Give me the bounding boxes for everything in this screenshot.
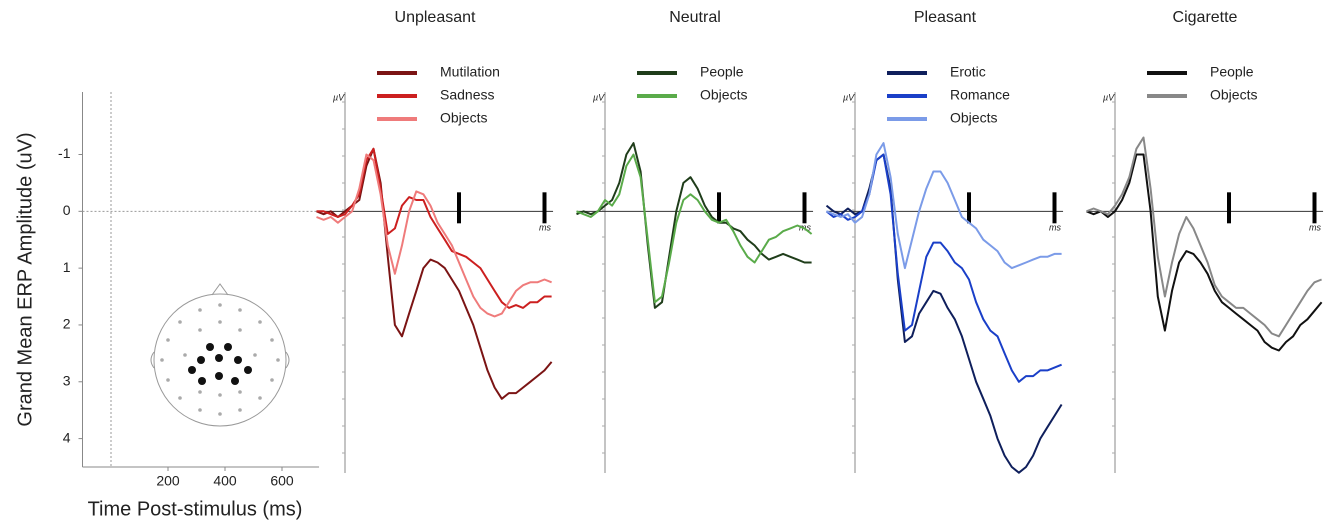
head-map <box>151 284 289 426</box>
erp-line <box>317 149 552 308</box>
legend-label: Mutilation <box>440 64 500 80</box>
erp-line <box>577 143 812 308</box>
y-unit: µV <box>333 92 345 102</box>
y-axis-title: Grand Mean ERP Amplitude (uV) <box>14 132 36 426</box>
legend-label: Objects <box>440 110 487 126</box>
erp-line <box>827 143 1062 268</box>
legend-label: Objects <box>700 87 747 103</box>
x-unit: ms <box>539 223 551 233</box>
legend-label: Sadness <box>440 87 494 103</box>
panel-title: Unpleasant <box>395 9 477 26</box>
x-tick-label: 400 <box>213 473 237 489</box>
y-unit: µV <box>843 92 855 102</box>
y-tick-label: 3 <box>63 372 71 388</box>
x-tick-label: 600 <box>270 473 294 489</box>
x-tick-label: 200 <box>156 473 180 489</box>
legend-label: Romance <box>950 87 1010 103</box>
erp-line <box>1087 138 1322 337</box>
x-axis-title: Time Post-stimulus (ms) <box>88 498 303 520</box>
legend-label: Objects <box>950 110 997 126</box>
x-unit: ms <box>1309 223 1321 233</box>
legend-label: Objects <box>1210 87 1257 103</box>
y-tick-label: 2 <box>63 316 71 332</box>
legend-label: People <box>1210 64 1254 80</box>
panel-title: Pleasant <box>914 9 977 26</box>
y-unit: µV <box>1103 92 1115 102</box>
erp-line <box>827 155 1062 473</box>
y-tick-label: 4 <box>63 429 71 445</box>
erp-line <box>827 155 1062 382</box>
figure: -1 0 1 2 3 4 200 400 600 Grand Mean ERP Amplitude… <box>0 0 1344 527</box>
y-unit: µV <box>593 92 605 102</box>
legend-label: Erotic <box>950 64 986 80</box>
panel-title: Neutral <box>669 9 721 26</box>
erp-line <box>577 155 812 303</box>
y-tick-label: 1 <box>63 259 71 275</box>
panel-title: Cigarette <box>1173 9 1238 26</box>
y-tick-label: 0 <box>63 202 71 218</box>
erp-line <box>317 149 552 399</box>
x-unit: ms <box>1049 223 1061 233</box>
legend-label: People <box>700 64 744 80</box>
erp-line <box>317 155 552 317</box>
y-tick-label: -1 <box>58 145 71 161</box>
